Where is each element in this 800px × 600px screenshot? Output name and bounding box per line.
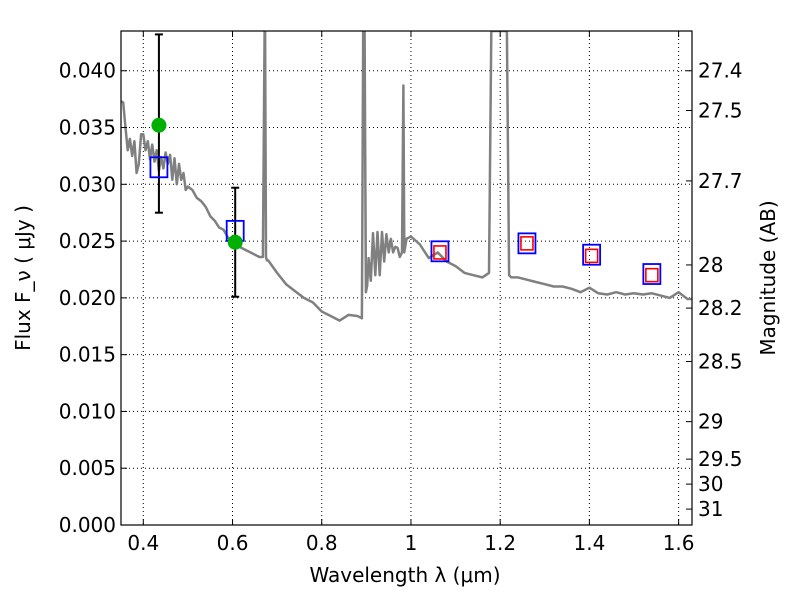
y-tick-label: 0.020 [59, 286, 116, 310]
photometry-point [151, 117, 167, 133]
model-spectrum-line [121, 31, 692, 322]
x-tick-label: 1.4 [573, 531, 605, 555]
photometry-point [227, 234, 243, 250]
right-tick-label: 27.7 [698, 169, 743, 193]
observed-flux-box [584, 248, 599, 264]
right-tick-label: 29 [698, 410, 723, 434]
marker-layer [149, 33, 662, 298]
right-tick-label: 29.5 [698, 447, 743, 471]
model-bandpass-box [582, 243, 602, 266]
y-tick-label: 0.025 [59, 229, 116, 253]
y-tick-label: 0.000 [59, 513, 116, 537]
right-tick-label: 30 [698, 472, 723, 496]
grid [121, 31, 692, 525]
plot-frame [120, 30, 693, 526]
model-bandpass-box [517, 232, 537, 255]
right-tick-label: 27.4 [698, 59, 743, 83]
model-bandpass-box [149, 156, 169, 179]
observed-flux-box [645, 267, 659, 283]
y-tick-label: 0.015 [59, 343, 116, 367]
y-tick-label: 0.005 [59, 456, 116, 480]
x-axis-label: Wavelength λ (μm) [309, 563, 500, 587]
right-tick-label: 31 [698, 497, 723, 521]
y-tick-label: 0.035 [59, 116, 116, 140]
x-tick-label: 0.6 [217, 531, 249, 555]
right-tick-label: 28.2 [698, 296, 743, 320]
x-tick-label: 1.2 [484, 531, 516, 555]
x-tick-label: 1 [405, 531, 418, 555]
right-axis-label: Magnitude (AB) [756, 200, 780, 355]
y-tick-label: 0.010 [59, 399, 116, 423]
x-tick-label: 1.6 [663, 531, 695, 555]
model-bandpass-box [642, 263, 662, 285]
x-tick-label: 0.4 [127, 531, 159, 555]
right-tick-label: 28.5 [698, 349, 743, 373]
right-tick-label: 28 [698, 253, 723, 277]
model-spectrum-layer [121, 31, 692, 322]
y-tick-label: 0.040 [59, 59, 116, 83]
observed-flux-box [520, 236, 534, 251]
observed-flux-box [433, 245, 447, 260]
x-tick-label: 0.8 [306, 531, 338, 555]
model-bandpass-box [430, 240, 450, 263]
right-tick-label: 27.5 [698, 98, 743, 122]
y-axis-label: Flux F_ν ( μJy ) [11, 205, 35, 351]
tick-layer: 0.4 0.6 0.8 1 1.2 1.4 1.6 0.000 0.005 0.010 0.015 0… [59, 31, 743, 555]
y-tick-label: 0.030 [59, 172, 116, 196]
